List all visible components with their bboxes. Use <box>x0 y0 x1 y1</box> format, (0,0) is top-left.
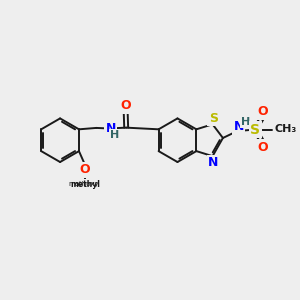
Text: methoxy: methoxy <box>68 181 99 187</box>
Text: O: O <box>80 163 90 176</box>
Text: methyl: methyl <box>70 180 100 189</box>
Text: N: N <box>234 120 244 133</box>
Text: S: S <box>250 123 260 136</box>
Text: O: O <box>258 106 268 118</box>
Text: N: N <box>106 122 116 135</box>
Text: N: N <box>208 156 218 169</box>
Text: O: O <box>120 99 131 112</box>
Text: CH₃: CH₃ <box>274 124 297 134</box>
Text: S: S <box>208 112 217 124</box>
Text: H: H <box>110 130 120 140</box>
Text: H: H <box>241 117 250 127</box>
Text: O: O <box>258 141 268 154</box>
